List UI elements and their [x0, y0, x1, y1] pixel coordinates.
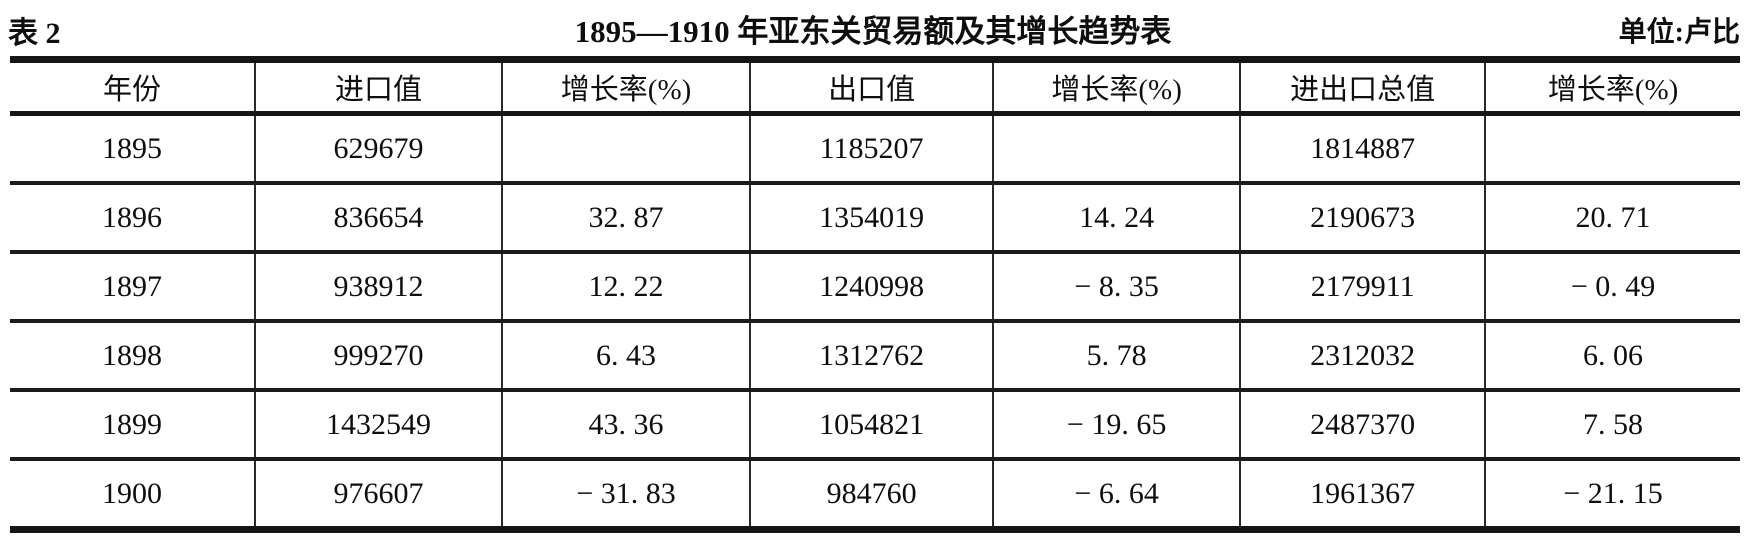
value-cell: 7. 58 — [1484, 390, 1740, 459]
value-cell: 1312762 — [749, 321, 994, 390]
table-row: 1899 1432549 43. 36 1054821 − 19. 65 248… — [10, 390, 1740, 459]
value-cell: − 0. 49 — [1484, 252, 1740, 321]
table-row: 1898 999270 6. 43 1312762 5. 78 2312032 … — [10, 321, 1740, 390]
value-cell: 629679 — [253, 113, 502, 183]
value-cell: − 31. 83 — [500, 459, 751, 530]
value-cell: − 6. 64 — [992, 459, 1241, 530]
table-number-label: 表 2 — [8, 17, 61, 50]
column-header-import-value: 进口值 — [253, 59, 502, 114]
value-cell: 32. 87 — [500, 183, 751, 252]
table-title: 1895—1910 年亚东关贸易额及其增长趋势表 — [574, 14, 1172, 49]
year-cell: 1895 — [101, 131, 162, 165]
value-cell: 2312032 — [1239, 321, 1486, 390]
value-cell: 6. 06 — [1484, 321, 1740, 390]
value-cell: 14. 24 — [992, 183, 1241, 252]
value-cell: 984760 — [749, 459, 994, 530]
value-cell: 1240998 — [749, 252, 994, 321]
value-cell: 1432549 — [253, 390, 502, 459]
value-cell: 938912 — [253, 252, 502, 321]
column-header-year: 年份 — [102, 74, 161, 106]
value-cell: 1354019 — [749, 183, 994, 252]
value-cell: 836654 — [253, 183, 502, 252]
value-cell: 1961367 — [1239, 459, 1486, 530]
table-row: 1900 976607 − 31. 83 984760 − 6. 64 1961… — [10, 459, 1740, 530]
value-cell: 1054821 — [749, 390, 994, 459]
year-cell: 1899 — [101, 407, 162, 441]
value-cell: 1185207 — [749, 113, 994, 183]
value-cell — [992, 113, 1241, 183]
value-cell: 12. 22 — [500, 252, 751, 321]
column-header-import-growth: 增长率(%) — [500, 59, 751, 114]
year-cell: 1900 — [101, 476, 162, 510]
table-row: 1896 836654 32. 87 1354019 14. 24 219067… — [10, 183, 1740, 252]
year-cell: 1896 — [101, 200, 162, 234]
value-cell — [1484, 113, 1740, 183]
value-cell: 2190673 — [1239, 183, 1486, 252]
table-row: 1897 938912 12. 22 1240998 − 8. 35 21799… — [10, 252, 1740, 321]
value-cell: 5. 78 — [992, 321, 1241, 390]
value-cell: − 21. 15 — [1484, 459, 1740, 530]
value-cell: 43. 36 — [500, 390, 751, 459]
value-cell: − 19. 65 — [992, 390, 1241, 459]
value-cell: 999270 — [253, 321, 502, 390]
value-cell: 6. 43 — [500, 321, 751, 390]
value-cell: 2179911 — [1239, 252, 1486, 321]
trade-table: 年份 进口值 增长率(%) 出口值 增长率(%) 进出口总值 增长率(%) 18… — [10, 56, 1740, 533]
value-cell: 2487370 — [1239, 390, 1486, 459]
value-cell: − 8. 35 — [992, 252, 1241, 321]
title-bar: 表 2 1895—1910 年亚东关贸易额及其增长趋势表 单位:卢比 — [0, 0, 1746, 54]
column-header-export-growth: 增长率(%) — [992, 59, 1241, 114]
unit-label: 单位:卢比 — [1618, 17, 1740, 48]
value-cell: 20. 71 — [1484, 183, 1740, 252]
column-header-export-value: 出口值 — [749, 59, 994, 114]
table-row: 1895 629679 1185207 1814887 — [10, 113, 1740, 183]
column-header-total-growth: 增长率(%) — [1484, 59, 1740, 114]
value-cell — [500, 113, 751, 183]
header-row: 年份 进口值 增长率(%) 出口值 增长率(%) 进出口总值 增长率(%) — [10, 59, 1740, 114]
value-cell: 976607 — [253, 459, 502, 530]
year-cell: 1898 — [101, 338, 162, 372]
column-header-total-value: 进出口总值 — [1239, 59, 1486, 114]
value-cell: 1814887 — [1239, 113, 1486, 183]
year-cell: 1897 — [101, 269, 162, 303]
